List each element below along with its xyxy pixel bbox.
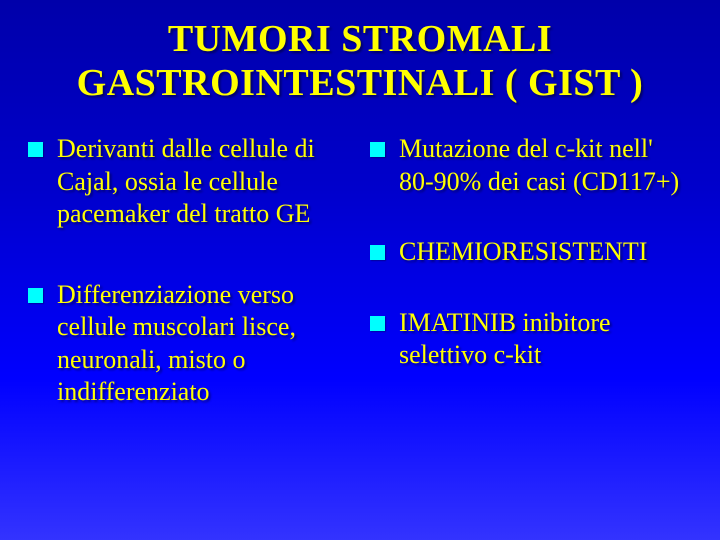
bullet-text: Derivanti dalle cellule di Cajal, ossia … — [57, 133, 350, 231]
square-bullet-icon — [28, 288, 43, 303]
list-item: Mutazione del c-kit nell' 80-90% dei cas… — [370, 133, 692, 198]
left-column: Derivanti dalle cellule di Cajal, ossia … — [28, 133, 350, 409]
content-columns: Derivanti dalle cellule di Cajal, ossia … — [28, 133, 692, 409]
bullet-text: Differenziazione verso cellule muscolari… — [57, 279, 350, 409]
square-bullet-icon — [370, 316, 385, 331]
list-item: IMATINIB inibitore selettivo c-kit — [370, 307, 692, 372]
bullet-text: IMATINIB inibitore selettivo c-kit — [399, 307, 692, 372]
bullet-text: Mutazione del c-kit nell' 80-90% dei cas… — [399, 133, 692, 198]
title-line-2: GASTROINTESTINALI ( GIST ) — [77, 62, 644, 104]
square-bullet-icon — [370, 142, 385, 157]
bullet-text: CHEMIORESISTENTI — [399, 236, 647, 269]
list-item: Differenziazione verso cellule muscolari… — [28, 279, 350, 409]
square-bullet-icon — [370, 245, 385, 260]
list-item: CHEMIORESISTENTI — [370, 236, 692, 269]
right-column: Mutazione del c-kit nell' 80-90% dei cas… — [370, 133, 692, 409]
slide-title: TUMORI STROMALI GASTROINTESTINALI ( GIST… — [28, 18, 692, 105]
list-item: Derivanti dalle cellule di Cajal, ossia … — [28, 133, 350, 231]
square-bullet-icon — [28, 142, 43, 157]
slide: TUMORI STROMALI GASTROINTESTINALI ( GIST… — [0, 0, 720, 540]
title-line-1: TUMORI STROMALI — [168, 18, 552, 60]
